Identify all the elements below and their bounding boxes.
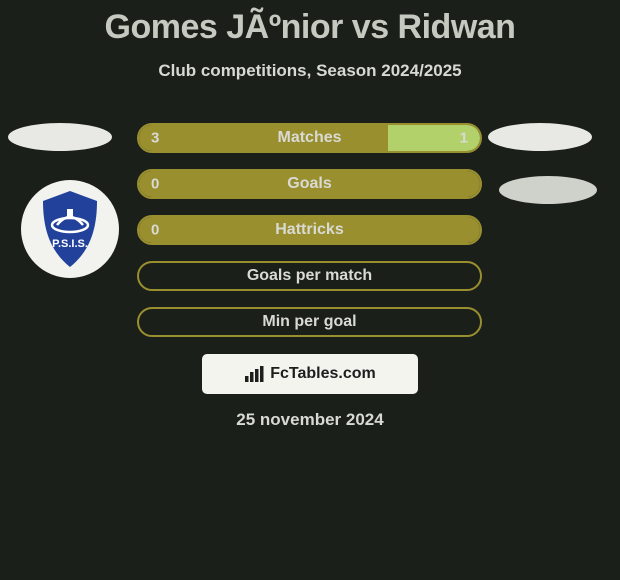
comparison-title: Gomes JÃºnior vs Ridwan: [0, 0, 620, 47]
stats-panel: Matches 3 1 Goals 0 Hattricks 0 Goals per match…: [137, 123, 482, 353]
psis-crest-icon: P.S.I.S.: [35, 189, 105, 269]
stat-label: Goals: [287, 175, 331, 193]
stat-row: Goals per match: [137, 261, 482, 291]
player-right-club-badge: [499, 176, 597, 221]
snapshot-date: 25 november 2024: [0, 410, 620, 430]
player-left-club-badge: P.S.I.S.: [21, 180, 119, 278]
stat-label: Goals per match: [247, 267, 372, 285]
stat-value-left: 0: [151, 176, 159, 193]
branding-badge[interactable]: FcTables.com: [202, 354, 418, 394]
branding-text: FcTables.com: [270, 365, 376, 383]
stat-row: Hattricks 0: [137, 215, 482, 245]
stat-value-left: 0: [151, 222, 159, 239]
stat-value-right: 1: [460, 130, 468, 147]
svg-text:P.S.I.S.: P.S.I.S.: [52, 238, 88, 250]
stat-label: Min per goal: [262, 313, 356, 331]
generic-crest-icon: [499, 176, 597, 216]
player-right-avatar: [488, 123, 592, 151]
stat-label: Hattricks: [275, 221, 343, 239]
stat-value-left: 3: [151, 130, 159, 147]
bar-chart-icon: [244, 365, 266, 383]
comparison-subtitle: Club competitions, Season 2024/2025: [0, 61, 620, 81]
stat-row: Matches 3 1: [137, 123, 482, 153]
stat-row: Goals 0: [137, 169, 482, 199]
stat-fill-left: [139, 125, 388, 151]
stat-label: Matches: [277, 129, 341, 147]
stat-row: Min per goal: [137, 307, 482, 337]
player-left-avatar: [8, 123, 112, 151]
